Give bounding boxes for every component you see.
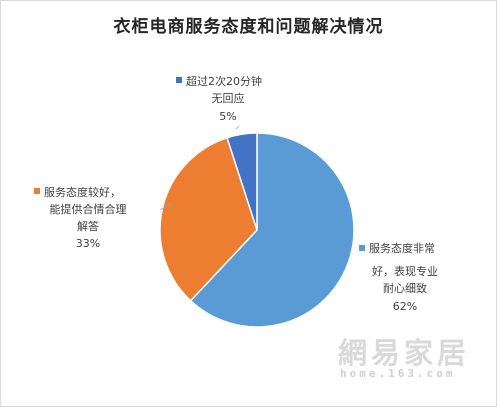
slice-value-62: 62% [393,300,417,313]
slice-value-5: 5% [219,110,236,123]
slice-label-62-line-2: 好，表现专业 [372,264,438,278]
slice-value-33: 33% [76,237,100,250]
slice-label-33-line-1: 服务态度较好， [44,185,121,199]
pie-slice-5 [226,132,258,231]
slice-label-62-line-1: 服务态度非常 [369,241,435,255]
pie-slice-62 [189,132,355,328]
watermark-logo-text: 網易家居 [338,336,471,370]
slice-label-5: 超过2次20分钟 无回应 5% [176,74,262,123]
pie-slices [159,132,355,328]
slice-label-33-line-2: 能提供合情合理 [50,202,127,216]
slice-label-5-line-1: 超过2次20分钟 [186,74,262,88]
slice-label-33-line-3: 解答 [77,219,99,233]
leader-line-5 [235,125,240,130]
legend-key-62 [359,245,365,251]
slice-label-33: 服务态度较好， 能提供合情合理 解答 33% [34,185,127,250]
slice-label-5-line-2: 无回应 [212,91,245,105]
slice-label-62-line-3: 耐心细致 [383,281,427,295]
watermark-url: home.163.com [340,367,456,380]
legend-key-33 [34,188,40,194]
leader-lines [159,125,240,211]
legend-key-5 [176,77,182,83]
chart-title: 衣柜电商服务态度和问题解决情况 [113,17,384,37]
slice-label-62: 服务态度非常 好，表现专业 耐心细致 62% [359,241,438,313]
leader-line-33 [159,203,173,211]
